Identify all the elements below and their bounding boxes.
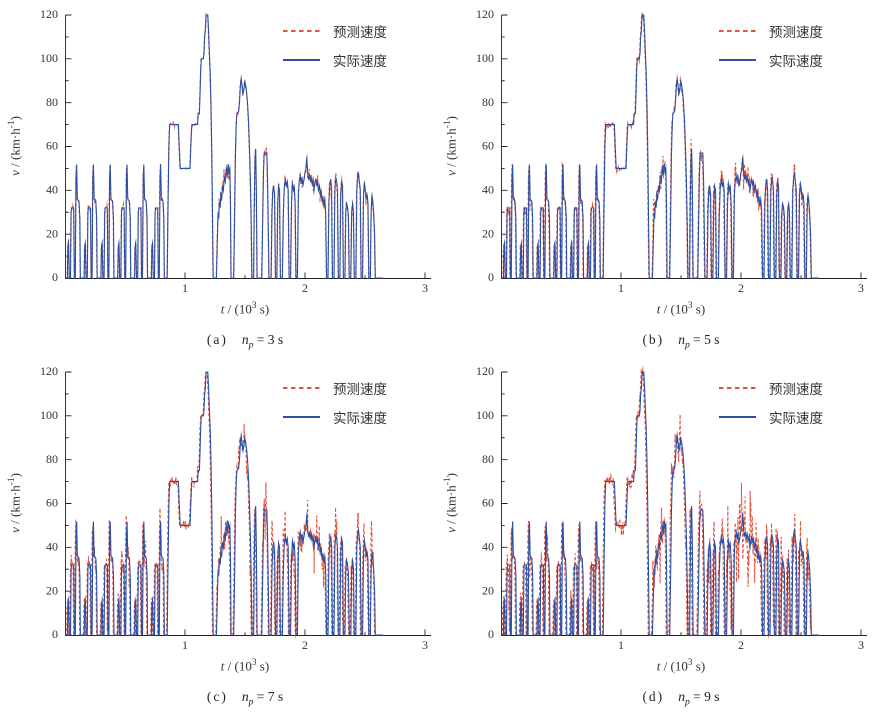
- predicted-line-swatch: [283, 30, 320, 32]
- caption-a: (a) np = 3 s: [206, 332, 284, 351]
- subplot-b: v / (km·h-1) t / (103 s) 预测速度 实际速度 (b) np…: [436, 0, 873, 357]
- actual-line-swatch: [283, 416, 320, 418]
- y-axis-label: v / (km·h-1): [7, 116, 23, 176]
- predicted-line-swatch: [719, 30, 756, 32]
- plot-canvas-b: [436, 0, 872, 300]
- actual-line-swatch: [283, 59, 320, 61]
- legend-label-actual: 实际速度: [333, 54, 387, 69]
- plot-canvas-a: [0, 0, 436, 300]
- plot-canvas-d: [436, 357, 872, 657]
- subplot-d: v / (km·h-1) t / (103 s) 预测速度 实际速度 (d) np…: [436, 357, 873, 714]
- legend-label-predicted: 预测速度: [769, 382, 823, 397]
- legend-item-predicted: 预测速度: [283, 21, 387, 41]
- legend-item-predicted: 预测速度: [719, 378, 823, 398]
- x-axis-label: t / (103 s): [220, 301, 270, 317]
- legend-item-actual: 实际速度: [719, 50, 823, 70]
- predicted-line-swatch: [283, 387, 320, 389]
- legend: 预测速度 实际速度: [283, 21, 387, 70]
- x-axis-label: t / (103 s): [656, 301, 706, 317]
- legend-label-predicted: 预测速度: [769, 25, 823, 40]
- x-axis-label: t / (103 s): [656, 658, 706, 674]
- legend-label-predicted: 预测速度: [333, 25, 387, 40]
- y-axis-label: v / (km·h-1): [7, 473, 23, 533]
- actual-line-swatch: [719, 416, 756, 418]
- caption-b: (b) np = 5 s: [642, 332, 720, 351]
- legend: 预测速度 实际速度: [719, 21, 823, 70]
- legend-label-actual: 实际速度: [769, 54, 823, 69]
- legend-item-actual: 实际速度: [719, 407, 823, 427]
- legend-item-actual: 实际速度: [283, 50, 387, 70]
- legend: 预测速度 实际速度: [283, 378, 387, 427]
- legend: 预测速度 实际速度: [719, 378, 823, 427]
- subplot-a: v / (km·h-1) t / (103 s) 预测速度 实际速度 (a) np…: [0, 0, 436, 357]
- plot-canvas-c: [0, 357, 436, 657]
- legend-label-predicted: 预测速度: [333, 382, 387, 397]
- caption-d: (d) np = 9 s: [642, 689, 720, 708]
- x-axis-label: t / (103 s): [220, 658, 270, 674]
- subplot-c: v / (km·h-1) t / (103 s) 预测速度 实际速度 (c) np…: [0, 357, 436, 714]
- y-axis-label: v / (km·h-1): [443, 473, 459, 533]
- legend-item-predicted: 预测速度: [719, 21, 823, 41]
- actual-line-swatch: [719, 59, 756, 61]
- legend-label-actual: 实际速度: [769, 411, 823, 426]
- y-axis-label: v / (km·h-1): [443, 116, 459, 176]
- predicted-line-swatch: [719, 387, 756, 389]
- caption-c: (c) np = 7 s: [206, 689, 284, 708]
- legend-item-actual: 实际速度: [283, 407, 387, 427]
- legend-item-predicted: 预测速度: [283, 378, 387, 398]
- legend-label-actual: 实际速度: [333, 411, 387, 426]
